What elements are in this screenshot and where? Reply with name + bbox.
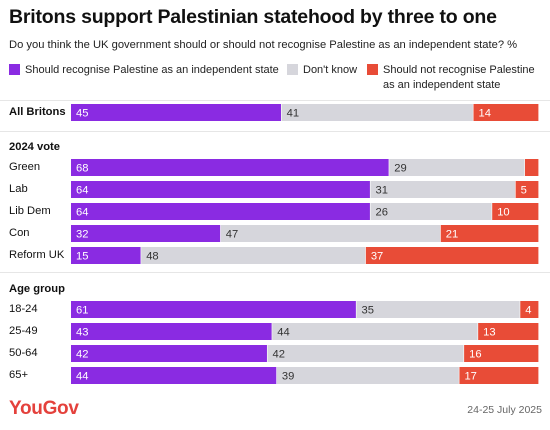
data-label: 61 xyxy=(76,305,88,317)
data-label: 41 xyxy=(287,108,299,120)
row-label: Lib Dem xyxy=(9,205,51,217)
row-label: 65+ xyxy=(9,369,28,381)
legend-label-dont-know: Don't know xyxy=(303,64,358,76)
data-label: 64 xyxy=(76,207,88,219)
row-label: Green xyxy=(9,161,41,173)
data-label: 5 xyxy=(521,185,527,197)
data-label: 26 xyxy=(376,207,388,219)
data-label: 21 xyxy=(446,229,458,241)
bar-segment-dont-know xyxy=(220,225,441,242)
data-label: 42 xyxy=(273,349,285,361)
data-label: 16 xyxy=(469,349,481,361)
bar-segment-not-recognise xyxy=(520,301,539,318)
row-label: Reform UK xyxy=(9,249,65,261)
legend-item-recognise: Should recognise Palestine as an indepen… xyxy=(9,63,279,78)
bar-segment-dont-know xyxy=(272,323,478,340)
data-label: 17 xyxy=(464,371,476,383)
bar-segment-dont-know xyxy=(389,159,525,176)
bar-segment-dont-know xyxy=(370,181,515,198)
row-label: 25-49 xyxy=(9,325,38,337)
bar-segment-recognise xyxy=(71,367,277,384)
row-label: Lab xyxy=(9,183,28,195)
bar-segment-recognise xyxy=(71,104,281,121)
data-label: 15 xyxy=(76,251,88,263)
data-label: 44 xyxy=(277,327,289,339)
bar-segment-recognise xyxy=(71,345,267,362)
data-label: 32 xyxy=(76,229,88,241)
bar-segment-recognise xyxy=(71,301,356,318)
data-label: 48 xyxy=(146,251,158,263)
chart-subtitle: Do you think the UK government should or… xyxy=(9,39,518,51)
legend-label-not-recognise: Should not recognise Palestine as an ind… xyxy=(383,64,535,91)
group-title-2024-vote: 2024 vote xyxy=(9,141,60,153)
data-label: 45 xyxy=(76,108,88,120)
chart-title: Britons support Palestinian statehood by… xyxy=(9,6,497,28)
data-label: 37 xyxy=(371,251,383,263)
bar-segment-dont-know xyxy=(141,247,366,264)
divider xyxy=(0,100,550,101)
bar-segment-not-recognise xyxy=(524,159,539,176)
legend-label-recognise: Should recognise Palestine as an indepen… xyxy=(25,64,279,76)
survey-date: 24-25 July 2025 xyxy=(467,404,542,416)
yougov-logo: YouGov xyxy=(9,398,79,419)
bar-segment-recognise xyxy=(71,323,272,340)
bar-segment-not-recognise xyxy=(440,225,539,242)
bar-segment-dont-know xyxy=(370,203,492,220)
divider xyxy=(0,131,550,132)
divider xyxy=(0,272,550,273)
legend-swatch-dont-know xyxy=(287,64,298,75)
bar-segment-dont-know xyxy=(276,367,459,384)
data-label: 68 xyxy=(76,163,88,175)
row-label: All Britons xyxy=(9,106,66,118)
data-label: 39 xyxy=(282,371,294,383)
data-label: 47 xyxy=(226,229,238,241)
legend-item-not-recognise: Should not recognise Palestine as an ind… xyxy=(367,63,547,93)
bar-segment-not-recognise xyxy=(365,247,539,264)
data-label: 10 xyxy=(497,207,509,219)
bar-segment-recognise xyxy=(71,203,370,220)
bar-segment-dont-know xyxy=(356,301,520,318)
legend-item-dont-know: Don't know xyxy=(287,63,367,78)
bar-segment-not-recognise xyxy=(515,181,539,198)
data-label: 13 xyxy=(483,327,495,339)
data-label: 29 xyxy=(394,163,406,175)
bar-segment-recognise xyxy=(71,181,370,198)
legend-swatch-not-recognise xyxy=(367,64,378,75)
data-label: 64 xyxy=(76,185,88,197)
row-label: Con xyxy=(9,227,30,239)
data-label: 43 xyxy=(76,327,88,339)
bar-segment-not-recognise xyxy=(478,323,539,340)
row-label: 18-24 xyxy=(9,303,38,315)
bar-segment-recognise xyxy=(71,247,141,264)
data-label: 31 xyxy=(376,185,388,197)
legend: Should recognise Palestine as an indepen… xyxy=(9,63,544,95)
bar-segment-dont-know xyxy=(267,345,464,362)
bar-segment-recognise xyxy=(71,225,221,242)
bar-segment-not-recognise xyxy=(459,367,539,384)
bar-segment-not-recognise xyxy=(464,345,539,362)
data-label: 42 xyxy=(76,349,88,361)
row-label: 50-64 xyxy=(9,347,38,359)
data-label: 44 xyxy=(76,371,88,383)
data-label: 35 xyxy=(361,305,373,317)
group-title-age-group: Age group xyxy=(9,283,65,295)
legend-swatch-recognise xyxy=(9,64,20,75)
bar-segment-recognise xyxy=(71,159,389,176)
data-label: 4 xyxy=(525,305,531,317)
bar-segment-dont-know xyxy=(281,104,473,121)
data-label: 14 xyxy=(478,108,490,120)
bar-segment-not-recognise xyxy=(473,104,539,121)
bar-segment-not-recognise xyxy=(492,203,539,220)
